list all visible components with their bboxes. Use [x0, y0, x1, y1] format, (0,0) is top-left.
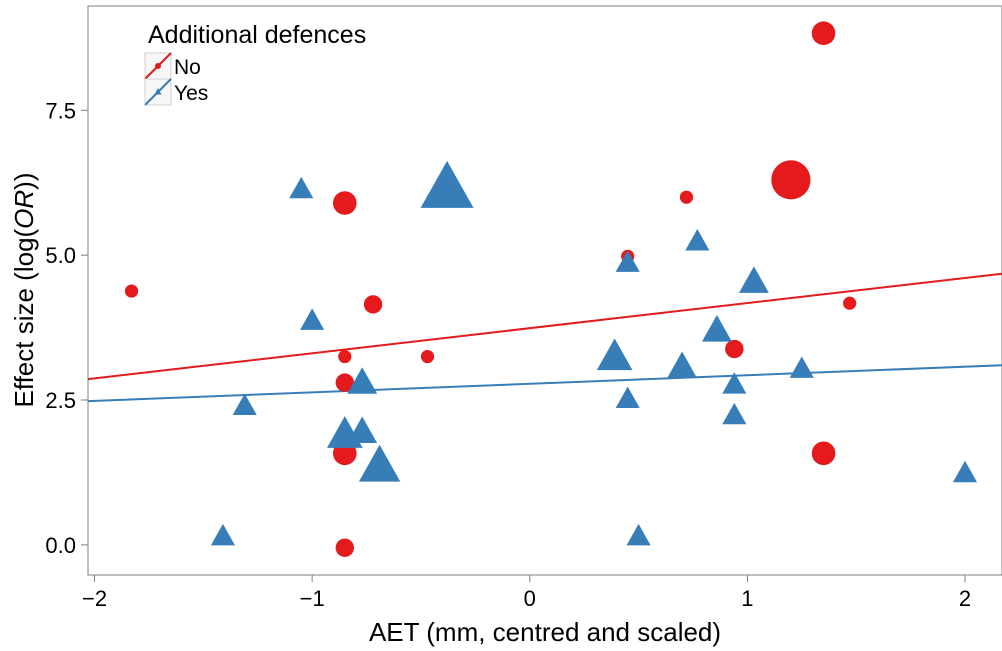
- data-point-yes: [685, 229, 710, 251]
- data-point-yes: [722, 372, 747, 394]
- legend-title: Additional defences: [148, 21, 366, 49]
- data-point-yes: [358, 444, 401, 482]
- trend-lines: [87, 272, 1002, 403]
- data-point-yes: [738, 266, 769, 293]
- y-tick-label: 0.0: [45, 533, 76, 558]
- x-tick-label: 0: [524, 586, 536, 611]
- data-point-yes: [347, 416, 378, 443]
- data-point-yes: [722, 402, 747, 425]
- legend: Additional defences No Yes: [144, 21, 366, 106]
- data-point-yes: [615, 386, 640, 409]
- y-tick-label: 7.5: [45, 98, 76, 123]
- legend-label-yes: Yes: [174, 82, 208, 105]
- data-point-no: [843, 296, 857, 310]
- data-point-no: [771, 160, 811, 200]
- x-axis-label: AET (mm, centred and scaled): [369, 617, 721, 647]
- data-point-yes: [210, 523, 235, 546]
- trend-line-no: [87, 272, 1002, 381]
- data-point-no: [335, 373, 354, 392]
- y-axis-label: Effect size (log(OR)): [9, 172, 39, 407]
- data-point-yes: [289, 176, 314, 199]
- data-point-no: [338, 349, 352, 364]
- legend-key-circle: [155, 63, 161, 69]
- data-point-yes: [626, 523, 651, 546]
- data-point-yes: [596, 338, 633, 371]
- data-point-no: [811, 441, 836, 466]
- data-point-no: [332, 191, 357, 215]
- x-tick-label: 2: [959, 586, 971, 611]
- legend-item-no: No: [144, 52, 201, 80]
- data-point-yes: [347, 367, 378, 394]
- x-tick-label: −1: [300, 586, 325, 611]
- data-point-yes: [952, 460, 978, 483]
- data-point-no: [811, 21, 836, 46]
- data-point-no: [335, 538, 354, 557]
- data-point-no: [420, 349, 435, 364]
- legend-key-triangle: [154, 88, 162, 95]
- x-tick-label: −2: [82, 586, 107, 611]
- data-point-yes: [300, 308, 325, 330]
- data-point-no: [363, 295, 383, 314]
- data-point-yes: [667, 351, 698, 379]
- data-points: [124, 21, 978, 557]
- legend-label-no: No: [174, 56, 201, 79]
- x-tick-label: 1: [741, 586, 753, 611]
- data-point-yes: [420, 160, 474, 208]
- y-axis: 0.0 2.5 5.0 7.5: [45, 98, 88, 558]
- data-point-no: [124, 284, 139, 298]
- y-tick-label: 5.0: [45, 243, 76, 268]
- data-point-no: [725, 339, 744, 359]
- data-point-no: [679, 190, 694, 204]
- data-point-yes: [789, 356, 814, 378]
- trend-line-yes: [87, 364, 1002, 403]
- data-point-yes: [232, 393, 257, 416]
- data-point-yes: [615, 250, 640, 272]
- x-axis: −2 −1 0 1 2: [82, 575, 971, 611]
- y-tick-label: 2.5: [45, 388, 76, 413]
- legend-item-yes: Yes: [144, 78, 208, 106]
- data-point-yes: [701, 315, 732, 342]
